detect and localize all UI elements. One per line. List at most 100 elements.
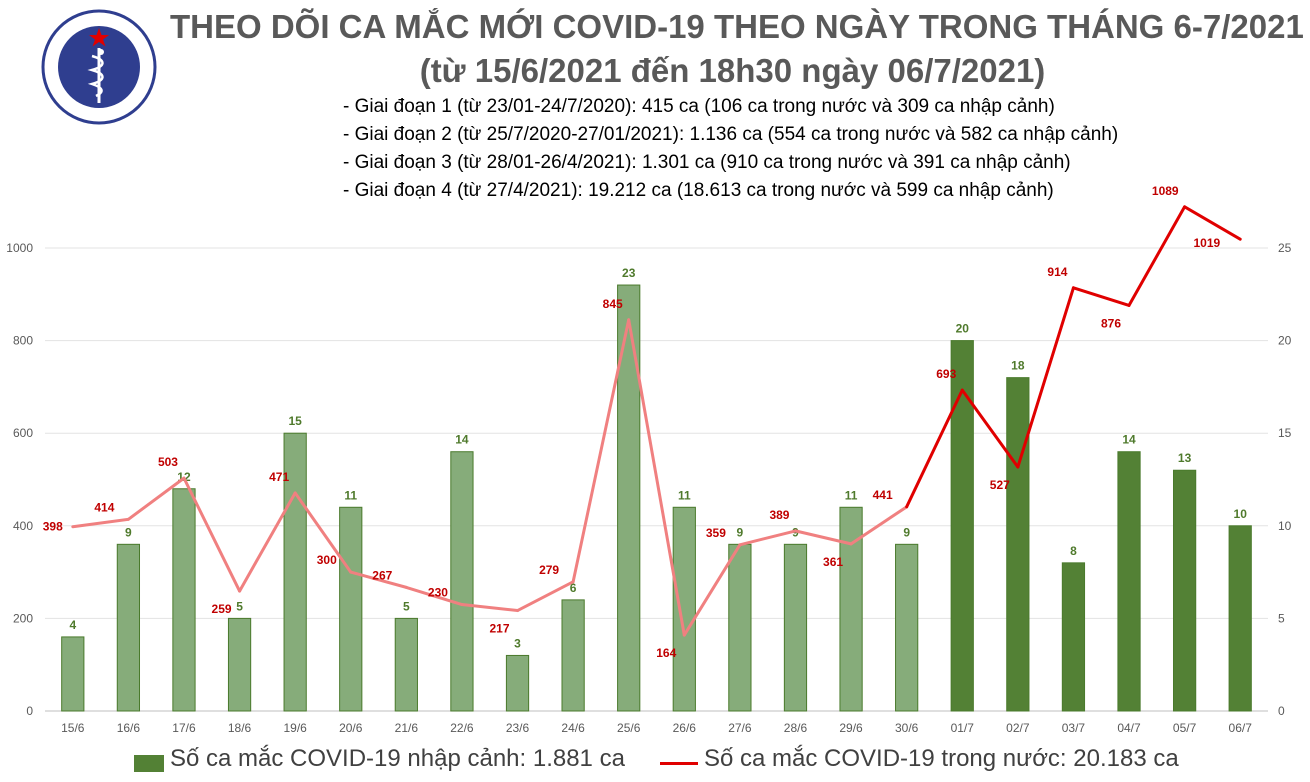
line-segment [905,388,964,509]
x-tick-label: 03/7 [1062,721,1086,735]
line-segment [849,505,909,546]
x-tick-label: 25/6 [617,721,641,735]
line-segment [293,491,353,574]
y-right-tick-label: 0 [1278,704,1285,718]
bar-value-label: 8 [1070,544,1077,558]
line-value-label: 471 [269,470,289,484]
x-tick-label: 22/6 [450,721,474,735]
legend-bar-series: Số ca mắc COVID-19 nhập cảnh: 1.881 ca [170,745,625,772]
y-right-tick-label: 15 [1278,426,1292,440]
x-tick-label: 20/6 [339,721,363,735]
bar-value-label: 9 [903,525,910,539]
bar-value-label: 9 [737,525,744,539]
bar-value-label: 9 [125,525,132,539]
x-tick-label: 05/7 [1173,721,1197,735]
line-value-label: 267 [372,568,392,582]
line-value-label: 389 [769,508,789,522]
line-value-label: 414 [94,500,114,514]
legend-line-series: Số ca mắc COVID-19 trong nước: 20.183 ca [704,745,1179,772]
bar-value-label: 11 [845,488,858,502]
bar-value-label: 14 [1122,433,1136,447]
x-tick-label: 23/6 [506,721,530,735]
line-value-label: 164 [656,646,676,660]
line-segment [516,580,575,613]
bar-value-label: 11 [678,488,691,502]
line-segment [627,318,686,637]
legend-swatch-bar [134,755,164,772]
line-segment [793,529,853,546]
bar-value-label: 20 [956,322,970,336]
line-value-label: 441 [873,488,893,502]
bar [61,636,85,712]
bar [895,543,919,712]
line-value-label: 230 [428,586,448,600]
bar [394,617,418,712]
bar-value-label: 10 [1234,507,1248,521]
y-left-tick-label: 400 [13,519,33,533]
bar [561,599,585,712]
x-tick-label: 19/6 [283,721,307,735]
bar [1228,525,1252,712]
line-segment [1127,205,1187,307]
line-value-label: 693 [936,367,956,381]
line-segment [238,491,297,593]
y-left-tick-label: 600 [13,426,33,440]
line-value-label: 259 [212,602,232,616]
bar [1061,562,1086,712]
bar [672,506,696,712]
line-value-label: 398 [43,520,63,534]
x-tick-label: 30/6 [895,721,919,735]
line-segment [460,603,520,613]
chart-title: THEO DÕI CA MẮC MỚI COVID-19 THEO NGÀY T… [170,8,1304,45]
bar [783,543,808,712]
bar-value-label: 14 [455,433,469,447]
line-segment [404,585,464,607]
line-segment [126,476,186,521]
bar-value-label: 6 [570,581,577,595]
x-tick-label: 27/6 [728,721,752,735]
y-right-tick-label: 20 [1278,334,1292,348]
bar [1006,377,1030,712]
line-segment [960,388,1020,469]
bar-value-label: 18 [1011,359,1025,373]
x-tick-label: 24/6 [561,721,585,735]
bar-value-label: 23 [622,266,636,280]
y-right-tick-label: 10 [1278,519,1292,533]
x-tick-label: 15/6 [61,721,85,735]
line-value-label: 1019 [1194,236,1221,250]
x-tick-label: 16/6 [117,721,141,735]
bar-value-label: 11 [344,488,357,502]
y-left-tick-label: 1000 [6,241,33,255]
x-tick-label: 01/7 [951,721,975,735]
line-segment [71,517,130,529]
line-segment [1183,205,1242,241]
line-segment [682,543,742,637]
x-tick-label: 18/6 [228,721,252,735]
x-tick-label: 02/7 [1006,721,1030,735]
phase-note-3: - Giai đoạn 3 (từ 28/01-26/4/2021): 1.30… [343,152,1071,173]
bar [172,488,196,712]
bar-value-label: 4 [69,618,76,632]
line-value-label: 217 [489,622,509,636]
bar [116,543,141,712]
y-left-tick-label: 0 [26,704,33,718]
line-value-label: 300 [317,553,337,567]
bar [950,340,974,712]
phase-note-4: - Giai đoạn 4 (từ 27/4/2021): 19.212 ca … [343,180,1054,201]
bar [728,543,752,712]
x-tick-label: 04/7 [1117,721,1141,735]
x-tick-label: 17/6 [172,721,196,735]
x-tick-label: 26/6 [673,721,697,735]
line-value-label: 361 [823,555,843,569]
line-value-label: 279 [539,563,559,577]
x-tick-label: 29/6 [839,721,863,735]
bar [1172,469,1197,712]
line-value-label: 876 [1101,316,1121,330]
line-segment [738,529,797,547]
line-segment [1016,286,1075,469]
phase-note-2: - Giai đoạn 2 (từ 25/7/2020-27/01/2021):… [343,124,1119,145]
bar [339,506,363,712]
bar [227,617,252,712]
x-tick-label: 21/6 [395,721,419,735]
